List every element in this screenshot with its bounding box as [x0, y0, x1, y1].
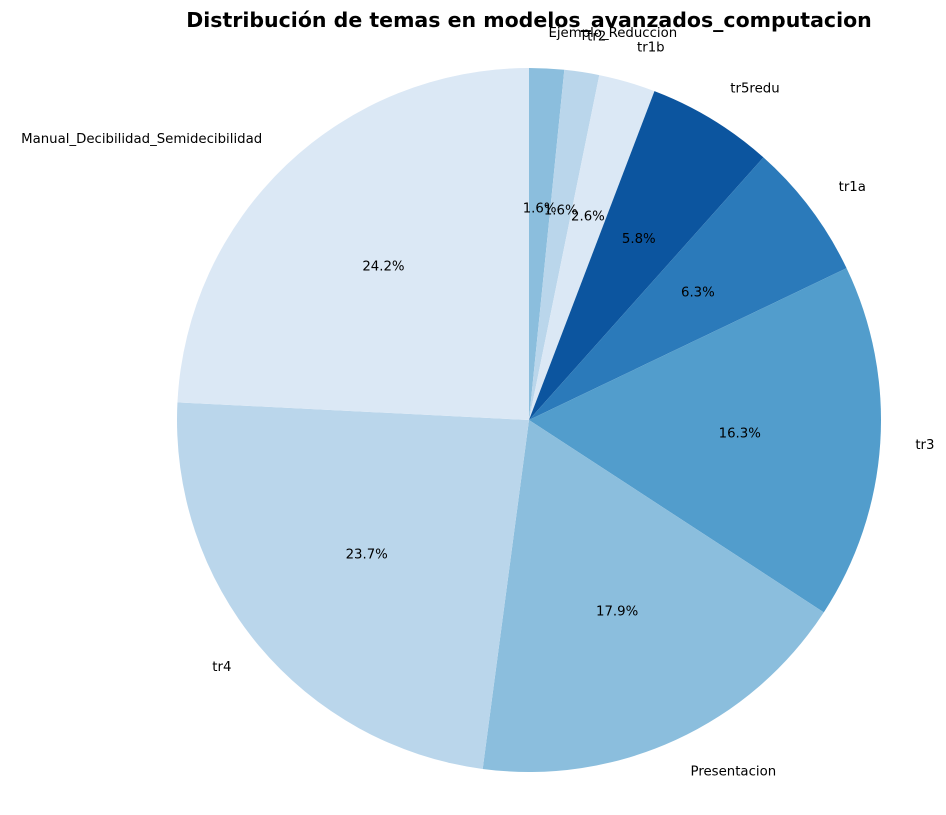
slice-percentage-presentacion: 17.9%: [596, 604, 638, 619]
slice-percentage-tr1b: 2.6%: [571, 210, 605, 225]
pie-slice-ejemplo-reduccion: [529, 68, 565, 420]
pie-percentages: 1.6%1.6%2.6%5.8%6.3%16.3%17.9%23.7%24.2%: [346, 202, 761, 620]
slice-percentage-ejemplo-reduccion: 1.6%: [523, 202, 557, 217]
slice-percentage-tr5redu: 5.8%: [622, 232, 656, 247]
slice-label-manual-decibilidad-semidecibilidad: Manual_Decibilidad_Semidecibilidad: [21, 132, 262, 147]
pie-slice-tr4: [177, 402, 529, 769]
pie-slice-tr3: [529, 268, 881, 613]
pie-slice-tr1a: [529, 157, 847, 420]
chart-title: Distribución de temas en modelos_avanzad…: [186, 8, 872, 32]
slice-label-ejemplo-reduccion: Ejemplo_Reduccion: [548, 26, 677, 41]
slice-label-tr1a: tr1a: [839, 180, 866, 195]
pie-slice-tr1b: [529, 75, 655, 421]
slice-label-tr4: tr4: [212, 660, 231, 675]
pie-slice-tr5redu: [529, 91, 764, 420]
slice-label-tr1b: tr1b: [637, 41, 665, 56]
slice-percentage-tr4: 23.7%: [346, 548, 388, 563]
slice-percentage-tr1a: 6.3%: [681, 286, 715, 301]
slice-percentage-tr2: 1.6%: [544, 204, 578, 219]
slice-label-tr3: tr3: [915, 438, 934, 453]
pie-slice-presentacion: [482, 420, 824, 772]
pie-slice-tr2: [529, 69, 600, 420]
slice-label-tr2: tr2: [587, 30, 606, 45]
slice-label-presentacion: Presentacion: [691, 764, 777, 779]
pie-slices: [177, 68, 881, 772]
pie-slice-manual-decibilidad-semidecibilidad: [177, 68, 530, 420]
slice-percentage-tr3: 16.3%: [719, 426, 761, 441]
slice-label-tr5redu: tr5redu: [730, 82, 779, 97]
slice-percentage-manual-decibilidad-semidecibilidad: 24.2%: [362, 259, 404, 274]
